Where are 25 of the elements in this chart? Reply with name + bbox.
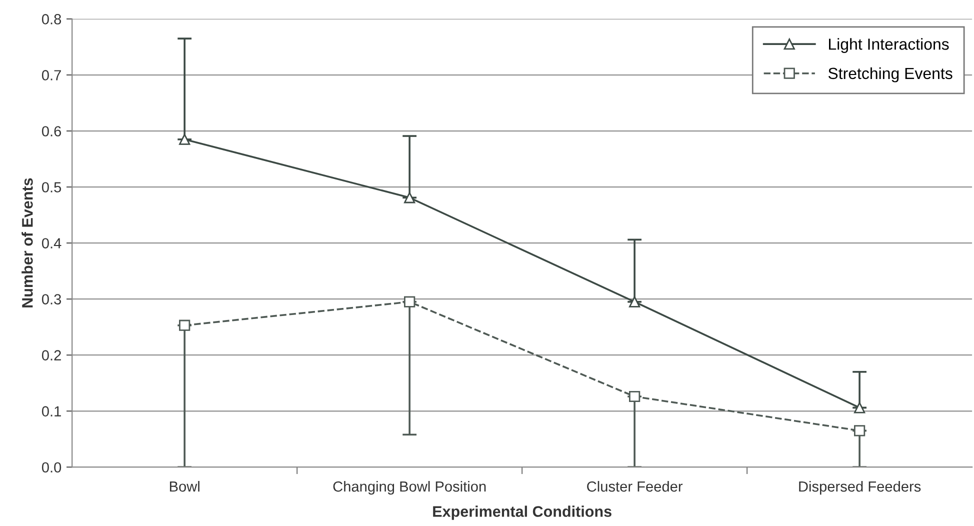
y-tick-label: 0.2: [42, 350, 61, 360]
x-tick-label: Changing Bowl Position: [333, 480, 486, 495]
point: [629, 390, 640, 402]
x-tick-label: Bowl: [170, 480, 200, 492]
y-tick-label: 0.0: [42, 462, 62, 473]
legend-label: Stretching Events: [828, 67, 952, 82]
y-tick-label: 0.8: [42, 14, 62, 24]
x-tick-label: Dispersed Feeders: [799, 480, 921, 495]
point: [179, 320, 190, 331]
y-tick-label: 0.3: [42, 294, 62, 304]
point: [854, 425, 866, 436]
point: [404, 192, 416, 204]
point: [179, 134, 190, 145]
y-tick-label: 0.4: [42, 238, 62, 248]
legend-label: Light Interactions: [829, 38, 949, 53]
y-tick-label: 0.1: [42, 406, 61, 416]
point: [629, 296, 640, 308]
y-axis-title: Number of Events: [22, 178, 33, 308]
y-tick-label: 0.5: [42, 182, 62, 192]
point: [404, 296, 416, 308]
x-axis-title: Experimental Conditions: [433, 506, 612, 520]
point: [854, 402, 866, 414]
y-tick-label: 0.6: [42, 126, 62, 136]
x-tick-label: Cluster Feeder: [587, 480, 683, 492]
y-tick-label: 0.7: [42, 70, 61, 80]
